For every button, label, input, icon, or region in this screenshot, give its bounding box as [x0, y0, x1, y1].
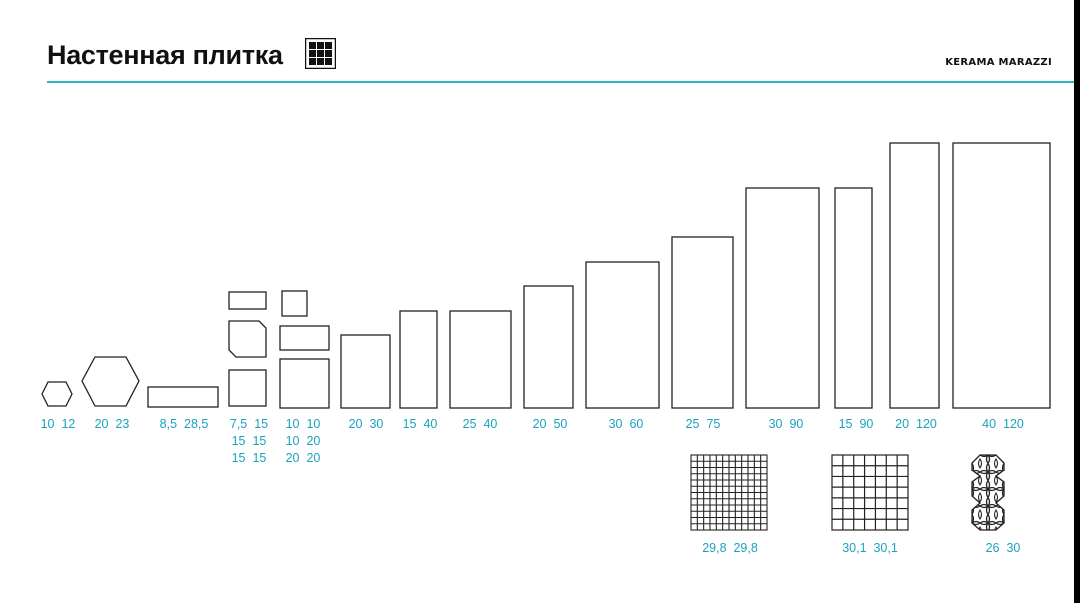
- tile-10x10: [281, 290, 308, 317]
- brand-logo: KERAMA MARAZZI: [945, 57, 1052, 68]
- mosaic-arabesque: [971, 454, 1005, 531]
- tile-octagon-15x15: [228, 320, 267, 358]
- tile-30x90: [745, 187, 820, 409]
- tile-15x90: [834, 187, 873, 409]
- size-label: 10 12: [40, 417, 76, 431]
- tile-25x40: [449, 310, 512, 409]
- size-label: 10 10 10 20 20 20: [285, 417, 321, 465]
- page-title: Настенная плитка: [47, 40, 283, 70]
- tile-30x60: [585, 261, 660, 409]
- mosaic-label: 26 30: [985, 541, 1021, 555]
- tile-hexagon-large: [81, 356, 140, 407]
- tile-hexagon-small: [41, 381, 73, 407]
- mosaic-label: 29,8 29,8: [702, 541, 758, 555]
- size-label: 15 40: [402, 417, 438, 431]
- mosaic-grid-fine: [690, 454, 768, 531]
- tile-15x40: [399, 310, 438, 409]
- tile-25x75: [671, 236, 734, 409]
- tile-10x20: [279, 325, 330, 351]
- tile-20x50: [523, 285, 574, 409]
- tile-15x15: [228, 369, 267, 407]
- size-label: 30 60: [608, 417, 644, 431]
- tile-20x20: [279, 358, 330, 409]
- size-label: 40 120: [982, 417, 1024, 431]
- size-label: 20 23: [94, 417, 130, 431]
- size-label: 30 90: [768, 417, 804, 431]
- tile-20x120: [889, 142, 940, 409]
- size-label: 25 40: [462, 417, 498, 431]
- size-label: 20 30: [348, 417, 384, 431]
- tile-8-5x28-5: [147, 386, 219, 408]
- mosaic-label: 30,1 30,1: [842, 541, 898, 555]
- size-label: 25 75: [685, 417, 721, 431]
- size-label: 7,5 15 15 15 15 15: [229, 417, 269, 465]
- mosaic-grid-coarse: [831, 454, 909, 531]
- tile-40x120: [952, 142, 1051, 409]
- size-label: 20 120: [895, 417, 937, 431]
- tile-7-5x15: [228, 291, 267, 310]
- size-label: 15 90: [838, 417, 874, 431]
- size-label: 8,5 28,5: [159, 417, 209, 431]
- grid-tile-icon: [305, 38, 336, 69]
- size-label: 20 50: [532, 417, 568, 431]
- tile-20x30: [340, 334, 391, 409]
- header-divider: [47, 81, 1074, 83]
